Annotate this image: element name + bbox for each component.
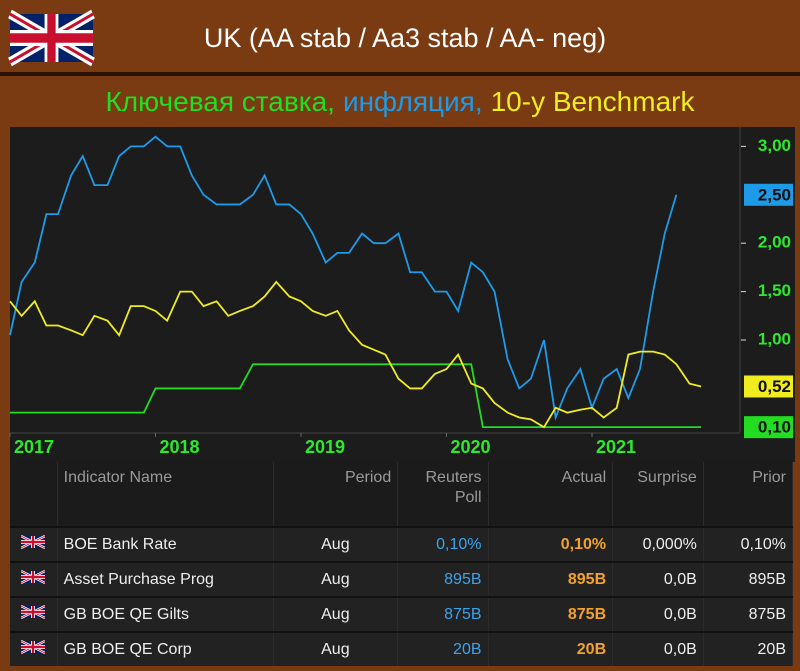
series-line <box>9 280 702 429</box>
table-row[interactable]: GB BOE QE Corp Aug 20B 20B 0,0B 20B <box>10 631 794 666</box>
table-row[interactable]: BOE Bank Rate Aug 0,10% 0,10% 0,000% 0,10% <box>10 526 794 562</box>
header-band <box>0 0 800 72</box>
table-cell: 895B <box>703 561 794 597</box>
legend-entry: инфляция, <box>343 86 483 117</box>
table-cell: 0,000% <box>612 526 704 562</box>
table-cell: 20B <box>397 631 489 666</box>
data-table: Indicator Name Period Reuters Poll Actual Su… <box>10 462 794 666</box>
table-row[interactable]: Asset Purchase Prog Aug 895B 895B 0,0B 895B <box>10 561 794 597</box>
header-divider <box>0 72 800 76</box>
table-cell: 20B <box>488 631 614 666</box>
table-row[interactable]: GB BOE QE Gilts Aug 875B 875B 0,0B 875B <box>10 596 794 632</box>
column-header: Surprise <box>612 462 704 527</box>
y-tick-label: 2,00 <box>758 233 791 252</box>
row-flag <box>19 604 48 620</box>
column-header: Prior <box>703 462 794 527</box>
row-flag <box>19 569 48 585</box>
row-flag <box>19 534 48 550</box>
table-cell: Aug <box>273 596 399 632</box>
column-header: Actual <box>488 462 614 527</box>
table-cell: 20B <box>703 631 794 666</box>
flag <box>10 14 93 62</box>
table-cell: Aug <box>273 526 399 562</box>
flag-header <box>10 462 58 527</box>
title: UK (AA stab / Aa3 stab / AA- neg) <box>204 23 606 53</box>
header-row: Indicator Name Period Reuters Poll Actual Su… <box>10 462 794 527</box>
table-cell: 875B <box>703 596 794 632</box>
table-cell: 0,0B <box>612 596 704 632</box>
legend: Ключевая ставка, инфляция, 10-y Benchmark <box>106 86 696 117</box>
column-header: Reuters Poll <box>397 462 489 527</box>
legend-entry: Ключевая ставка, <box>106 86 335 117</box>
table-cell: 895B <box>397 561 489 597</box>
table: Indicator Name Period Reuters Poll Actual Su… <box>10 462 794 666</box>
x-tick-label: 2021 <box>596 437 636 457</box>
table-cell: 0,0B <box>612 561 704 597</box>
column-header: Indicator Name <box>57 462 274 527</box>
table-cell: Aug <box>273 561 399 597</box>
column-header: Period <box>273 462 399 527</box>
table-cell: 0,10% <box>703 526 794 562</box>
flag-cell <box>10 561 58 597</box>
table-cell: 875B <box>488 596 614 632</box>
table-cell: 875B <box>397 596 489 632</box>
flag-cell <box>10 526 58 562</box>
last-value-label: 2,50 <box>758 185 791 204</box>
flag-cell <box>10 596 58 632</box>
x-tick-label: 2019 <box>305 437 345 457</box>
last-value-label: 0,10 <box>758 418 791 437</box>
last-value-label: 0,52 <box>758 377 791 396</box>
last-value-badge <box>744 375 793 398</box>
plot-area <box>10 127 795 462</box>
table-cell: GB BOE QE Corp <box>57 631 274 666</box>
flag-cell <box>10 631 58 666</box>
table-cell: BOE Bank Rate <box>57 526 274 562</box>
last-value-badge <box>744 416 793 439</box>
x-tick-label: 2017 <box>14 437 54 457</box>
series-line <box>9 135 678 421</box>
table-cell: 0,10% <box>397 526 489 562</box>
table-cell: 0,0B <box>612 631 704 666</box>
table-cell: Asset Purchase Prog <box>57 561 274 597</box>
table-cell: GB BOE QE Gilts <box>57 596 274 632</box>
y-tick-label: 3,00 <box>758 136 791 155</box>
series-line <box>10 363 702 429</box>
table-cell: 0,10% <box>488 526 614 562</box>
chart: UK (AA stab / Aa3 stab / AA- neg) Ключев… <box>0 0 800 462</box>
x-tick-label: 2018 <box>160 437 200 457</box>
x-tick-label: 2020 <box>451 437 491 457</box>
last-value-badge <box>744 183 793 206</box>
y-tick-label: 1,50 <box>758 281 791 300</box>
table-cell: 895B <box>488 561 614 597</box>
table-cell: Aug <box>273 631 399 666</box>
legend-entry: 10-y Benchmark <box>491 86 696 117</box>
y-tick-label: 1,00 <box>758 330 791 349</box>
row-flag <box>19 639 48 655</box>
